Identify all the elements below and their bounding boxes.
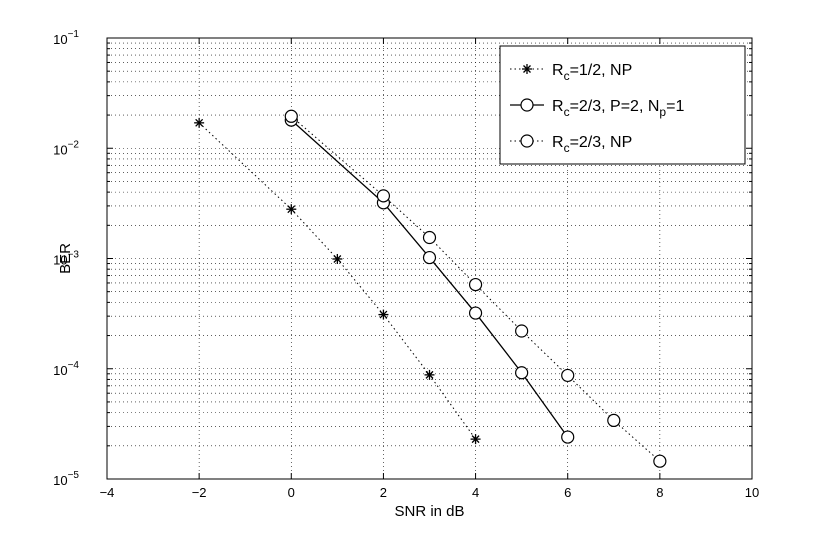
series-3	[284, 109, 667, 468]
y-tick-label: 10−2	[53, 139, 79, 157]
y-tick-label: 10−3	[53, 250, 79, 268]
data-point-star	[378, 309, 389, 320]
legend-entry-3: Rc=2/3, NP	[510, 134, 632, 155]
data-point-circle	[515, 324, 529, 338]
data-point-star	[424, 369, 435, 380]
y-tick-label: 10−5	[53, 470, 79, 488]
data-point-circle	[468, 277, 483, 292]
data-point-circle	[422, 250, 437, 265]
star-stroke	[425, 370, 434, 379]
data-point-star	[332, 253, 343, 264]
data-point-circle	[561, 368, 575, 383]
legend-label: Rc=2/3, NP	[552, 134, 632, 155]
data-point-circle	[520, 98, 534, 112]
x-tick-label: 0	[288, 485, 295, 500]
legend-label: Rc=1/2, NP	[552, 62, 632, 83]
grid-lines	[107, 38, 752, 479]
series-line	[290, 119, 569, 438]
data-point-circle	[468, 306, 483, 320]
star-stroke	[287, 205, 296, 214]
x-tick-label: 10	[745, 485, 759, 500]
x-tick-label: 8	[656, 485, 663, 500]
y-tick-label: 10−4	[53, 360, 79, 378]
data-point-circle	[284, 109, 298, 123]
legend: Rc=1/2, NP Rc=2/3, P=2, Np=1 Rc=2/3, NP	[499, 45, 746, 165]
series-1	[194, 117, 481, 445]
x-tick-label: 4	[472, 485, 479, 500]
axis-ticks	[106, 37, 753, 480]
legend-entry-1: Rc=1/2, NP	[510, 62, 632, 83]
x-tick-label: 2	[380, 485, 387, 500]
data-point-star	[470, 434, 481, 445]
y-axis-label: BER	[57, 243, 74, 274]
legend-entry-2: Rc=2/3, P=2, Np=1	[510, 98, 684, 119]
data-point-circle	[653, 454, 667, 468]
x-axis-label: SNR in dB	[394, 503, 464, 520]
star-stroke	[471, 435, 480, 444]
series-line	[290, 115, 661, 462]
data-point-circle	[515, 366, 529, 380]
data-point-star	[522, 64, 532, 74]
data-point-circle	[422, 230, 437, 245]
y-tick-label: 10−1	[53, 29, 79, 47]
data-point-star	[194, 117, 205, 128]
star-stroke	[195, 118, 204, 127]
star-stroke	[523, 65, 531, 73]
series-layer	[194, 109, 667, 468]
legend-label: Rc=2/3, P=2, Np=1	[552, 98, 684, 119]
x-tick-label: −4	[100, 485, 115, 500]
x-tick-label: −2	[192, 485, 207, 500]
data-point-circle	[520, 134, 534, 148]
y-tick-labels: 10−5 10−4 10−3 10−2 10−1	[53, 29, 79, 488]
star-stroke	[333, 255, 342, 263]
star-stroke	[379, 310, 388, 319]
series-line	[198, 122, 476, 440]
x-tick-labels: −4 −2 0 2 4 6 8 10	[100, 485, 760, 500]
data-point-circle	[376, 189, 391, 203]
data-point-circle	[561, 430, 575, 444]
data-point-circle	[607, 413, 621, 428]
x-tick-label: 6	[564, 485, 571, 500]
data-point-star	[286, 204, 297, 215]
